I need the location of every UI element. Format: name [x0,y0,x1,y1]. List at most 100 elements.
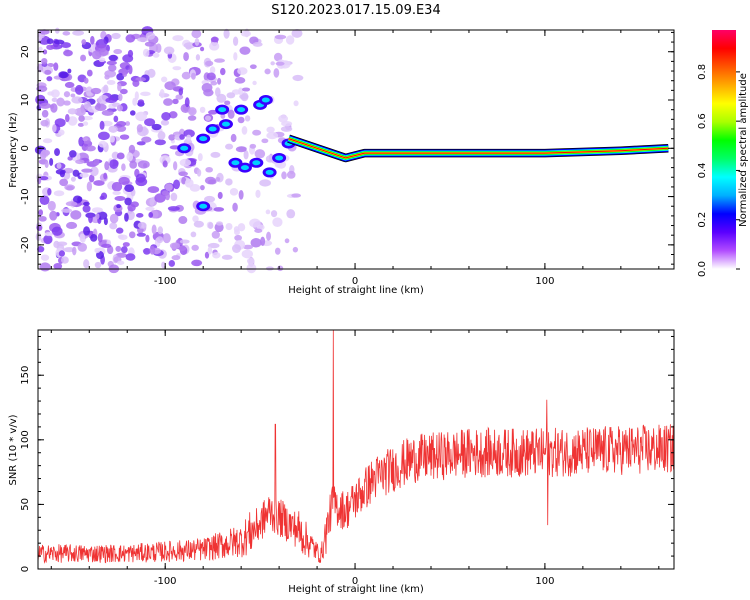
colorbar-gradient [712,30,736,269]
noise-blob [274,247,281,255]
noise-blob [252,129,262,136]
noise-blob [90,166,99,177]
x-tick-label: -100 [154,576,177,587]
noise-blob [116,152,125,160]
noise-blob [58,129,65,136]
noise-blob [40,254,50,261]
noise-blob [88,174,95,183]
noise-blob [124,184,135,192]
noise-blob [72,246,77,256]
noise-blob [82,121,89,126]
noise-blob [210,151,221,158]
colorbar: 0.0 0.2 0.4 0.6 0.8 Normalized spectral ampl… [697,30,749,277]
y-tick-label: 0 [20,145,31,151]
noise-blob [124,212,129,222]
noise-blob [274,34,287,40]
noise-blob [35,232,42,241]
noise-blob [199,184,205,191]
noise-blob [221,254,233,260]
ridge-layer-5 [288,138,669,159]
noise-blob [161,261,166,269]
noise-blob [60,256,69,264]
noise-blob [210,81,218,86]
noise-blob [232,244,242,253]
noise-blob [167,206,180,211]
noise-blob [113,48,123,55]
noise-blob [223,28,230,39]
noise-blob [90,233,98,242]
feature-blob-core [240,165,249,171]
noise-blob [106,60,117,66]
colorbar-tick-label: 0.2 [697,212,708,228]
noise-blob [237,67,248,75]
noise-blob [81,39,87,45]
noise-blob [82,204,91,213]
noise-blob [114,195,126,201]
noise-blob [63,49,73,57]
noise-blob [56,97,65,107]
noise-blob [230,133,237,143]
noise-blob [292,246,299,253]
noise-blob [147,186,160,194]
noise-blob [189,184,201,192]
noise-blob [54,148,60,156]
noise-blob [124,197,132,206]
feature-blob-core [231,160,240,166]
noise-blob [179,158,192,167]
feature-blob-core [237,107,246,113]
noise-blob [46,44,55,50]
noise-blob [239,46,251,55]
noise-blob [43,234,53,245]
noise-blob [161,111,171,121]
noise-blob [38,215,47,222]
noise-blob [187,115,197,121]
noise-blob [162,233,171,244]
noise-blob [47,63,55,68]
noise-blob [273,52,283,62]
snr-y-ticks: 0 50 100 150 [20,335,674,572]
noise-blob [77,242,88,252]
noise-blob [41,57,48,65]
noise-blob [63,91,71,98]
noise-blob [199,106,206,113]
noise-blob [65,201,78,207]
noise-blob [64,81,75,89]
noise-blob [117,82,122,92]
noise-blob [224,100,231,106]
noise-blob [136,213,144,218]
noise-blob [108,64,117,72]
noise-blob [79,172,89,178]
x-tick-label: -100 [154,276,177,287]
noise-blob [91,50,102,60]
noise-blob [111,32,121,40]
noise-blob [37,63,44,73]
noise-blob [168,134,176,141]
noise-blob [78,115,85,122]
noise-blob [244,115,251,122]
spectrogram-y-axis-label: Frequency (Hz) [8,112,19,188]
noise-blob [157,131,166,140]
noise-blob [72,30,85,36]
noise-blob [195,54,201,61]
noise-blob [264,68,271,75]
noise-blob [39,262,51,272]
noise-blob [82,137,89,142]
noise-blob [135,111,147,122]
noise-blob [163,46,175,55]
noise-blob [154,139,166,146]
noise-blob [191,244,199,251]
noise-blob [115,227,124,234]
noise-blob [72,169,80,177]
noise-blob [162,160,168,168]
noise-blob [266,131,279,140]
feature-blob-core [261,97,270,103]
noise-blob [205,60,214,67]
noise-blob [83,259,90,269]
noise-blob [164,81,176,91]
colorbar-label: Normalized spectral amplitude [738,73,749,227]
noise-blob [234,234,242,242]
noise-blob [193,220,204,228]
noise-blob [291,28,303,38]
noise-blob [119,134,130,140]
